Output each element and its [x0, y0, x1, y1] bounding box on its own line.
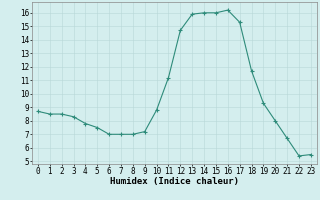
X-axis label: Humidex (Indice chaleur): Humidex (Indice chaleur): [110, 177, 239, 186]
